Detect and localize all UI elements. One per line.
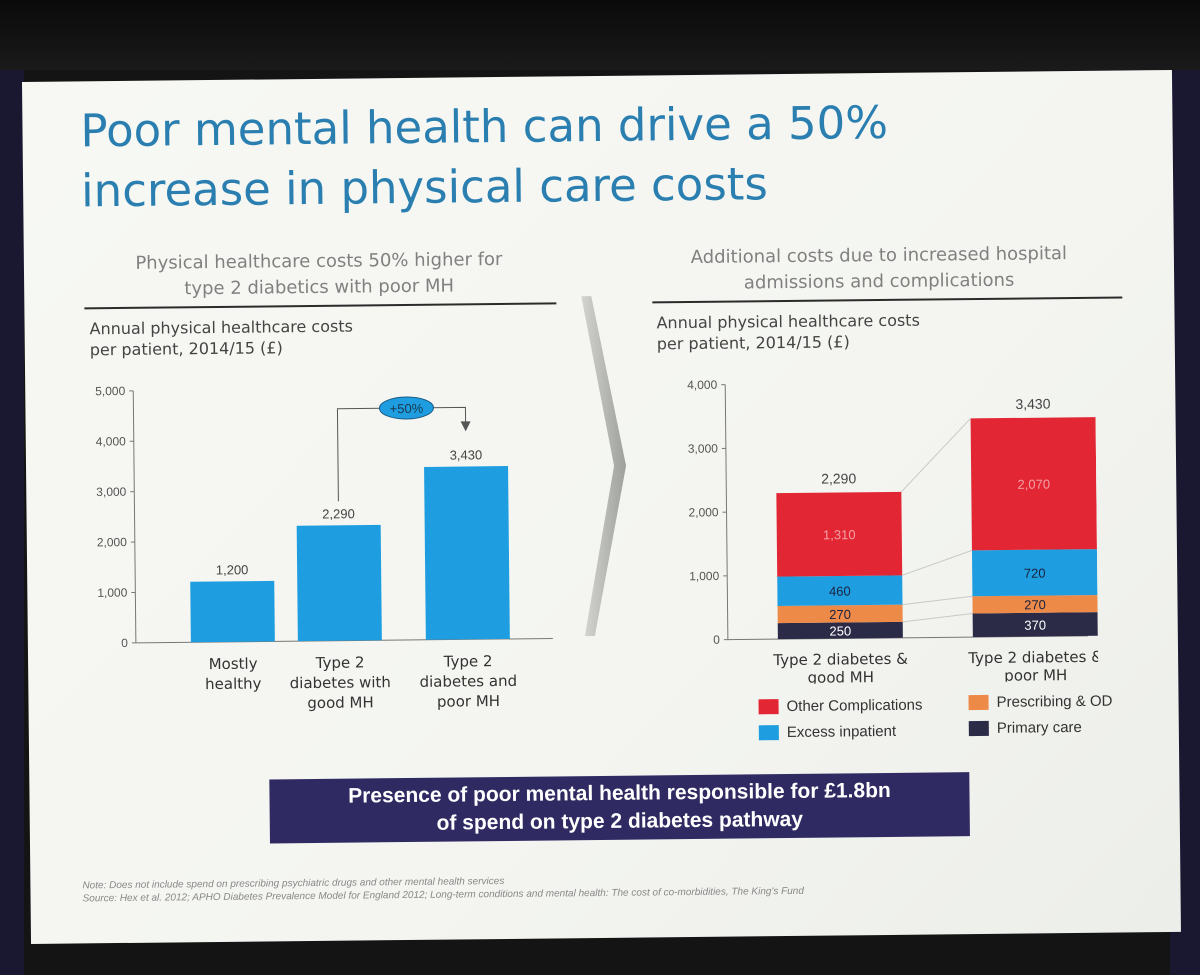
- left-bar: [296, 524, 382, 642]
- legend-swatch-excess-inpatient: [758, 725, 779, 741]
- right-y-axis-title: Annual physical healthcare costs per pat…: [656, 308, 1036, 354]
- stacked-segment: [776, 491, 903, 577]
- stack-connector-line: [902, 549, 973, 576]
- left-y-tick-label: 4,000: [96, 434, 127, 448]
- segment-value-label: 370: [1024, 618, 1046, 633]
- right-y-axis-title-line-2: per patient, 2014/15 (£): [656, 332, 850, 354]
- key-message-banner: Presence of poor mental health responsib…: [269, 772, 970, 844]
- left-bar: [424, 466, 510, 640]
- left-subtitle-line-2: type 2 diabetics with poor MH: [184, 275, 455, 300]
- stack-connector-line: [902, 612, 973, 623]
- left-subtitle-line-1: Physical healthcare costs 50% higher for: [135, 248, 503, 274]
- legend-label-primary-care: Primary care: [996, 718, 1082, 737]
- left-category-label: healthy: [205, 675, 262, 694]
- left-category-label: good MH: [307, 693, 374, 712]
- segment-value-label: 720: [1024, 566, 1046, 581]
- right-subtitle-line-1: Additional costs due to increased hospit…: [690, 243, 1068, 269]
- legend-item-other-complications: Other Complications: [758, 696, 923, 716]
- left-y-tick-label: 2,000: [97, 535, 128, 549]
- left-y-tick-label: 0: [121, 636, 128, 650]
- left-category-label: Type 2: [443, 652, 493, 671]
- left-chart-subtitle: Physical healthcare costs 50% higher for…: [84, 246, 555, 303]
- left-y-axis-line: [132, 390, 137, 643]
- right-category-label: poor MH: [1004, 666, 1067, 685]
- left-bar-chart: 0 1,000 2,000 3,000 4,000 5,000 1,200 Mostlyhea…: [95, 384, 553, 712]
- next-chevron-icon: [581, 296, 627, 637]
- legend-item-prescribing: Prescribing & OD: [968, 692, 1113, 712]
- legend-label-excess-inpatient: Excess inpatient: [786, 722, 897, 742]
- stacked-segment: [777, 621, 903, 640]
- presentation-slide: Poor mental health can drive a 50% incre…: [22, 69, 1181, 944]
- stacked-segment: [777, 604, 903, 624]
- stacked-segment: [972, 612, 1098, 638]
- right-y-tick-label: 0: [713, 633, 720, 647]
- segment-value-label: 1,310: [823, 527, 856, 542]
- legend-label-prescribing: Prescribing & OD: [996, 692, 1113, 711]
- legend-label-other-complications: Other Complications: [786, 696, 923, 716]
- left-divider: [84, 302, 557, 310]
- segment-value-label: 250: [829, 623, 851, 638]
- legend-swatch-prescribing: [968, 694, 989, 711]
- legend-swatch-other-complications: [758, 699, 779, 715]
- right-y-tick-label: 1,000: [689, 569, 720, 583]
- slide-title-line-1: Poor mental health can drive a 50%: [80, 95, 889, 158]
- right-category-label: Type 2 diabetes &: [967, 648, 1098, 667]
- left-bar-value-label: 3,430: [450, 447, 483, 462]
- stacked-segment: [777, 575, 903, 606]
- right-y-tick-label: 2,000: [688, 505, 719, 519]
- segment-value-label: 460: [829, 584, 851, 599]
- right-category-label: good MH: [807, 668, 874, 685]
- stacked-segment: [972, 594, 1098, 614]
- right-stacked-bar-chart: 01,0002,0003,0004,0002502704601,3102,290…: [687, 378, 1098, 686]
- left-category-label: Type 2: [315, 653, 365, 672]
- legend-swatch-primary-care: [968, 720, 989, 737]
- stack-connector-line: [900, 418, 971, 493]
- left-category-label: poor MH: [437, 692, 500, 711]
- right-category-label: Type 2 diabetes &: [772, 650, 908, 669]
- segment-value-label: 270: [1024, 597, 1046, 612]
- annotation-label: +50%: [390, 401, 424, 416]
- left-bar: [190, 580, 275, 643]
- left-category-label: Mostly: [209, 655, 258, 674]
- screen-left-border: [0, 70, 24, 975]
- stack-total-label: 3,430: [1015, 396, 1050, 412]
- stack-connector-line: [902, 595, 973, 606]
- left-bar-value-label: 2,290: [322, 506, 355, 521]
- legend-item-excess-inpatient: Excess inpatient: [758, 722, 897, 742]
- annotation-arrowhead: [460, 421, 471, 432]
- right-chart-subtitle: Additional costs due to increased hospit…: [644, 241, 1115, 298]
- stacked-segment: [971, 549, 1098, 597]
- right-y-tick-label: 3,000: [688, 441, 719, 455]
- right-y-tick-label: 4,000: [687, 378, 718, 392]
- segment-value-label: 2,070: [1017, 477, 1050, 492]
- left-category-label: diabetes with: [290, 673, 391, 692]
- slide-title: Poor mental health can drive a 50% incre…: [80, 91, 1081, 221]
- annotation-badge: [378, 396, 434, 420]
- left-y-axis-title-line-2: per patient, 2014/15 (£): [89, 338, 283, 360]
- right-chart-legend: Other Complications Prescribing & OD Exc…: [758, 690, 1179, 754]
- left-category-label: diabetes and: [419, 672, 517, 691]
- left-y-tick-label: 3,000: [96, 485, 127, 499]
- screen-top-border: [0, 0, 1200, 70]
- stack-total-label: 2,290: [821, 470, 856, 486]
- left-y-axis-title: Annual physical healthcare costs per pat…: [89, 314, 469, 360]
- slide-title-line-2: increase in physical care costs: [80, 157, 769, 218]
- left-y-tick-label: 5,000: [95, 384, 126, 398]
- left-bar-value-label: 1,200: [216, 562, 249, 577]
- left-y-tick-label: 1,000: [97, 586, 128, 600]
- right-subtitle-line-2: admissions and complications: [743, 269, 1015, 294]
- segment-value-label: 270: [829, 607, 851, 622]
- right-divider: [652, 296, 1123, 304]
- stacked-segment: [970, 417, 1097, 551]
- footnotes: Note: Does not include spend on prescrib…: [82, 869, 1082, 905]
- legend-item-primary-care: Primary care: [968, 718, 1082, 737]
